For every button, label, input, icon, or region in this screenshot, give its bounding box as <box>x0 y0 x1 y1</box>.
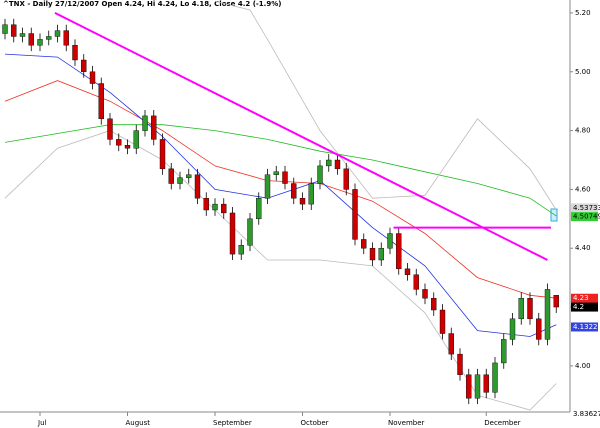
candle-body <box>186 174 192 178</box>
candle-body <box>247 218 253 246</box>
candle-body <box>229 212 236 255</box>
value-label: 4.2 <box>573 303 584 311</box>
candle-body <box>168 168 174 184</box>
value-label-box <box>571 302 598 312</box>
value-label-box <box>571 203 598 213</box>
candle-body <box>369 248 376 261</box>
candle-body <box>89 71 96 84</box>
x-tick-label: November <box>388 419 425 427</box>
candle-body <box>98 83 104 120</box>
indicator-line <box>214 0 557 211</box>
candle-body <box>264 174 271 199</box>
candle-body <box>282 171 288 184</box>
candle-body <box>19 33 26 37</box>
candle-body <box>37 39 43 46</box>
candle-body <box>483 374 489 393</box>
candle-body <box>334 159 341 170</box>
candle-body <box>378 248 384 261</box>
candle-body <box>326 159 332 167</box>
candle-body <box>194 174 201 199</box>
candle-body <box>439 309 446 334</box>
indicator-line <box>4 124 557 217</box>
candle-body <box>116 139 122 146</box>
candle-body <box>124 145 131 149</box>
value-label-box <box>571 293 598 303</box>
candle-body <box>536 318 542 340</box>
trendline <box>54 12 548 261</box>
candle-body <box>256 198 262 220</box>
candle-body <box>54 30 61 37</box>
candle-body <box>28 33 34 46</box>
candle-body <box>501 339 507 364</box>
candle-body <box>466 374 472 399</box>
candle-body <box>492 362 498 393</box>
candle-body <box>431 298 437 311</box>
candle-body <box>72 45 78 61</box>
candle-body <box>457 353 463 375</box>
value-label-box <box>571 212 598 222</box>
value-label-box <box>571 322 598 332</box>
value-label: 4.23 <box>573 294 589 302</box>
value-label-box <box>571 409 598 419</box>
candle-body <box>221 203 227 214</box>
candle-body <box>159 139 166 170</box>
candle-body <box>151 115 157 140</box>
candle-body <box>413 274 419 290</box>
candle-body <box>212 203 218 211</box>
x-tick-label: September <box>213 419 252 427</box>
candle-body <box>544 289 551 340</box>
x-tick-label: December <box>484 419 520 427</box>
candle-body <box>107 118 113 140</box>
value-label: 4.13228 <box>573 323 600 331</box>
y-tick-label: 4.00 <box>575 362 591 370</box>
chart-title: ^TNX - Daily 27/12/2007 Open 4.24, Hi 4.… <box>3 0 281 8</box>
candle-body <box>46 36 52 40</box>
x-tick-label: October <box>301 419 329 427</box>
candle-body <box>396 233 402 270</box>
y-tick-label: 5.00 <box>575 68 591 76</box>
candle-body <box>474 374 481 399</box>
candle-body <box>63 30 69 46</box>
candle-body <box>273 171 279 175</box>
candle-body <box>142 115 148 131</box>
candle-body <box>203 198 209 211</box>
candle-body <box>422 289 428 299</box>
candle-body <box>387 233 393 249</box>
candle-body <box>11 24 17 37</box>
value-label: 3.83627 <box>573 410 600 418</box>
value-label: 4.50749 <box>573 213 600 221</box>
candle-body <box>448 333 454 355</box>
candle-body <box>238 245 244 255</box>
candle-body <box>291 183 297 199</box>
value-label: 4.53733 <box>573 204 600 212</box>
y-tick-label: 4.60 <box>575 185 591 193</box>
candle-body <box>553 295 559 308</box>
candle-body <box>299 198 306 205</box>
candle-body <box>308 183 314 205</box>
x-tick-label: August <box>126 419 151 427</box>
candle-body <box>177 177 183 184</box>
candle-body <box>404 268 411 275</box>
y-tick-label: 5.20 <box>575 9 591 17</box>
candle-body <box>509 318 516 340</box>
candle-body <box>317 165 323 184</box>
candle-body <box>133 130 139 149</box>
candle-body <box>352 189 358 240</box>
candle-body <box>2 24 8 34</box>
candle-body <box>81 59 87 72</box>
x-tick-label: Jul <box>37 419 47 427</box>
marker-box <box>550 208 558 222</box>
candle-body <box>518 298 524 320</box>
y-tick-label: 4.40 <box>575 244 591 252</box>
candle-body <box>361 239 367 249</box>
candle-body <box>527 298 533 320</box>
y-tick-label: 4.80 <box>575 127 591 135</box>
candle-body <box>343 168 349 190</box>
